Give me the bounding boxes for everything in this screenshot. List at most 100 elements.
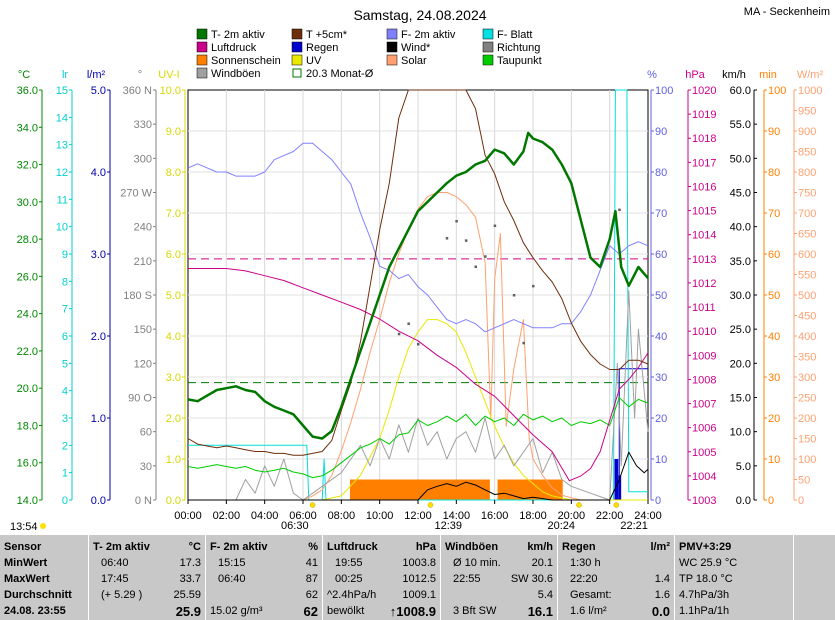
axis-tick-label: 70 [655, 208, 667, 220]
axis-tick-label: 50 [798, 475, 810, 487]
sunset-icon [576, 502, 582, 508]
axis-tick-label: 50.0 [730, 153, 751, 165]
axis-tick-label: 1004 [692, 471, 716, 483]
axis-tick-label: 20 [768, 413, 780, 425]
legend-swatch-taupunkt [482, 54, 494, 66]
stats-col-press: Luftdruck hPa 19:55 1003.8 00:25 1012.5 ^2.… [323, 535, 440, 620]
x-axis: 00:00 02:00 04:00 06:00 08:00 10:00 12:00 14:00… [174, 500, 662, 532]
axis-tick-label: 950 [798, 106, 816, 118]
axis-tick-label: 300 [134, 153, 152, 165]
axis-tick-label: 6.0 [166, 249, 181, 261]
stats-col-extra: PMV+3:29 WC 25.9 °C TP 18.0 °C 4.7hPa/3h… [675, 535, 793, 620]
axis-tick-label: 26.0 [17, 271, 38, 283]
legend-swatch-f-blatt [482, 28, 494, 40]
temp-max-time: 17:45 [101, 573, 129, 585]
axis-tick-label: 3.0 [166, 372, 181, 384]
axis-tick-label: 8 [62, 276, 68, 288]
hum-head: F- 2m aktiv [210, 541, 268, 553]
axis-tick-label: 18.0 [17, 420, 38, 432]
legend-label-f-2m-aktiv: F- 2m aktiv [401, 29, 456, 41]
extra-line-1h: 1.1hPa/1h [679, 605, 730, 617]
axis-tick-label: 330 [134, 119, 152, 131]
axis-tick-label: 450 [798, 311, 816, 323]
wind-unit: km/h [527, 541, 553, 553]
sun-event-label: 06:30 [281, 520, 309, 532]
rain-duration: 1:30 h [570, 557, 601, 569]
axis-tick-label: 2 [62, 440, 68, 452]
axis-tick-label: 1016 [692, 181, 716, 193]
axis-tick-label: 1010 [692, 326, 716, 338]
axis-tick-label: 7 [62, 304, 68, 316]
wind-head: Windböen [445, 541, 499, 553]
axis-tick-label: 800 [798, 167, 816, 179]
axis-tick-label: 5.0 [91, 85, 106, 97]
legend-label-regen: Regen [306, 42, 338, 54]
axis-unit-left-3: ° [138, 69, 142, 81]
press-min-time: 19:55 [335, 557, 363, 569]
axis-tick-label: 0.0 [91, 495, 106, 507]
axis-tick-label: 70 [768, 208, 780, 220]
axis-tick-label: 30 [140, 461, 152, 473]
axis-tick-label: 15.0 [730, 393, 751, 405]
hum-current-val: 62 [303, 604, 318, 619]
hum-min-time: 15:15 [218, 557, 246, 569]
temp-avg-note: (+ 5.29 ) [101, 589, 143, 601]
chart-title: Samstag, 24.08.2024 [353, 7, 486, 23]
series-solar [188, 192, 648, 501]
press-forecast: bewölkt [327, 605, 365, 617]
series-wind [188, 451, 649, 501]
axis-tick-label: 60 [140, 427, 152, 439]
axis-tick-label: 400 [798, 331, 816, 343]
rain-max-time: 22:20 [570, 573, 598, 585]
axis-tick-label: 360 N [123, 85, 152, 97]
axis-tick-label: 500 [798, 290, 816, 302]
axis-tick-label: 35.0 [730, 256, 751, 268]
axis-tick-label: 1 [62, 468, 68, 480]
axis-tick-label: 60.0 [730, 85, 751, 97]
axis-tick-label: 1013 [692, 254, 716, 266]
x-tick-label: 08:00 [328, 510, 356, 522]
wind-max-time: 22:55 [453, 573, 481, 585]
axis-tick-label: 3.0 [91, 249, 106, 261]
axis-tick-label: 12 [56, 167, 68, 179]
legend-label-windb-en: Windböen [211, 68, 261, 80]
axis-tick-label: 0 [62, 495, 68, 507]
now-sun-icon [40, 523, 46, 529]
hum-max-time: 06:40 [218, 573, 246, 585]
axis-tick-label: 30.0 [17, 197, 38, 209]
series-windb-en [188, 290, 649, 501]
rain-unit: l/m² [650, 541, 670, 553]
rain-total-line [618, 368, 648, 500]
legend-label-solar: Solar [401, 55, 427, 67]
wind-direction-dot [464, 239, 468, 242]
axis-tick-label: 1006 [692, 423, 716, 435]
axis-tick-label: 10.0 [160, 85, 181, 97]
axis-tick-label: 16.0 [17, 458, 38, 470]
axis-tick-label: 40.0 [730, 222, 751, 234]
temp-min-val: 17.3 [179, 557, 201, 569]
axis-tick-label: 1014 [692, 230, 716, 242]
legend-swatch-20-3-monat [292, 68, 302, 78]
legend-swatch-regen [291, 41, 303, 53]
axis-tick-label: 250 [798, 393, 816, 405]
wind-max-val: SW 30.6 [510, 573, 553, 585]
axis-unit-left-4: UV-I [158, 69, 179, 81]
hum-avg-val: 62 [305, 589, 318, 601]
extra-line-wc: WC 25.9 °C [679, 557, 738, 569]
axis-tick-label: 350 [798, 352, 816, 364]
x-tick-label: 22:00 [596, 510, 624, 522]
axis-unit-left-1: lr [62, 69, 68, 81]
axis-tick-label: 100 [798, 454, 816, 466]
x-tick-label: 10:00 [366, 510, 394, 522]
axis-tick-label: 30 [768, 372, 780, 384]
stats-panel: Sensor MinWert MaxWert Durchschnitt 24.0… [0, 535, 835, 620]
series-layer [187, 89, 649, 501]
axis-tick-label: 10 [56, 222, 68, 234]
axis-tick-label: 0.0 [166, 495, 181, 507]
axis-tick-label: 10 [655, 454, 667, 466]
wind-current-val: 16.1 [527, 604, 553, 619]
temp-avg-val: 25.59 [173, 589, 201, 601]
axis-tick-label: 8.0 [166, 167, 181, 179]
axis-tick-label: 28.0 [17, 234, 38, 246]
legend-swatch-t-5cm [291, 28, 303, 40]
